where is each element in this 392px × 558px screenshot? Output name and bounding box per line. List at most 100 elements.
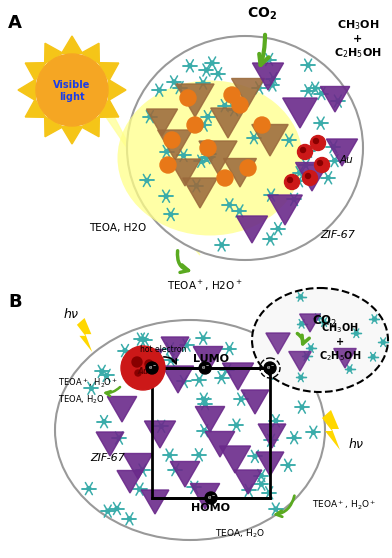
Polygon shape xyxy=(62,36,82,54)
Circle shape xyxy=(210,61,214,65)
Circle shape xyxy=(300,405,304,409)
Circle shape xyxy=(172,80,176,84)
Circle shape xyxy=(138,487,142,491)
Ellipse shape xyxy=(127,36,363,260)
Circle shape xyxy=(239,397,243,401)
Polygon shape xyxy=(146,109,178,136)
Circle shape xyxy=(201,81,205,85)
Circle shape xyxy=(224,87,240,103)
Circle shape xyxy=(167,453,172,457)
Text: A: A xyxy=(8,14,22,32)
Circle shape xyxy=(260,482,263,486)
Circle shape xyxy=(299,322,304,326)
Polygon shape xyxy=(234,470,262,494)
Bar xyxy=(152,368,270,498)
Circle shape xyxy=(188,64,192,68)
Polygon shape xyxy=(81,43,99,64)
Circle shape xyxy=(301,147,305,152)
Circle shape xyxy=(240,160,256,176)
Polygon shape xyxy=(296,162,328,191)
Polygon shape xyxy=(223,158,256,187)
Circle shape xyxy=(140,468,145,472)
Circle shape xyxy=(354,331,358,335)
Text: e$^-$: e$^-$ xyxy=(147,364,156,372)
Circle shape xyxy=(192,485,196,489)
Circle shape xyxy=(217,170,233,186)
Circle shape xyxy=(121,346,165,390)
Text: $\mathbf{CO_2}$: $\mathbf{CO_2}$ xyxy=(247,6,277,22)
Circle shape xyxy=(204,68,209,72)
Polygon shape xyxy=(162,366,194,393)
Circle shape xyxy=(227,347,231,350)
Circle shape xyxy=(372,317,376,321)
Circle shape xyxy=(307,89,310,93)
Circle shape xyxy=(105,373,109,377)
Polygon shape xyxy=(176,84,214,117)
Circle shape xyxy=(271,76,276,80)
Polygon shape xyxy=(256,452,284,476)
Polygon shape xyxy=(190,483,220,509)
Polygon shape xyxy=(45,43,63,64)
Text: hot electron: hot electron xyxy=(140,345,186,354)
Circle shape xyxy=(204,156,208,160)
Text: Au: Au xyxy=(340,155,354,165)
Circle shape xyxy=(314,138,318,143)
Circle shape xyxy=(287,138,291,142)
Text: B: B xyxy=(8,293,22,311)
Polygon shape xyxy=(199,141,237,174)
Circle shape xyxy=(270,83,274,87)
Circle shape xyxy=(267,57,271,61)
Circle shape xyxy=(314,157,330,172)
Circle shape xyxy=(332,158,337,162)
Circle shape xyxy=(106,509,110,513)
Polygon shape xyxy=(109,79,126,100)
Circle shape xyxy=(326,176,330,180)
Polygon shape xyxy=(232,79,265,107)
Text: $h\nu$: $h\nu$ xyxy=(348,437,365,451)
Text: e$^-$: e$^-$ xyxy=(265,364,274,372)
Circle shape xyxy=(298,145,312,160)
Circle shape xyxy=(138,359,142,363)
Text: CH$_3$OH: CH$_3$OH xyxy=(337,18,379,32)
Polygon shape xyxy=(299,314,320,332)
Circle shape xyxy=(234,423,238,427)
Circle shape xyxy=(287,177,292,182)
Circle shape xyxy=(145,179,149,182)
Circle shape xyxy=(160,157,176,173)
Polygon shape xyxy=(268,195,302,225)
Polygon shape xyxy=(107,397,137,422)
Circle shape xyxy=(316,316,320,320)
Polygon shape xyxy=(320,86,350,112)
Circle shape xyxy=(185,343,189,347)
Circle shape xyxy=(180,90,196,106)
Circle shape xyxy=(199,159,203,163)
Circle shape xyxy=(292,198,296,201)
Circle shape xyxy=(36,54,108,126)
Circle shape xyxy=(143,338,147,341)
Circle shape xyxy=(199,362,211,374)
Text: HOMO: HOMO xyxy=(192,503,230,513)
Polygon shape xyxy=(170,461,200,487)
Circle shape xyxy=(157,88,161,92)
Polygon shape xyxy=(158,130,192,160)
Polygon shape xyxy=(195,406,225,432)
Circle shape xyxy=(169,358,173,362)
Circle shape xyxy=(318,161,323,166)
Circle shape xyxy=(123,349,127,353)
Circle shape xyxy=(274,507,278,511)
Circle shape xyxy=(89,386,93,390)
Polygon shape xyxy=(144,421,176,448)
Ellipse shape xyxy=(252,288,388,392)
Text: TEOA, H2O: TEOA, H2O xyxy=(89,223,147,233)
Circle shape xyxy=(159,424,163,429)
Circle shape xyxy=(306,63,310,67)
Circle shape xyxy=(165,150,169,153)
Text: LUMO: LUMO xyxy=(193,354,229,364)
Polygon shape xyxy=(266,333,290,354)
Circle shape xyxy=(223,104,227,108)
Text: e$^-$: e$^-$ xyxy=(201,364,210,372)
Circle shape xyxy=(87,487,91,490)
Circle shape xyxy=(197,378,201,382)
Text: $h\nu$: $h\nu$ xyxy=(63,307,80,321)
Circle shape xyxy=(202,429,206,432)
